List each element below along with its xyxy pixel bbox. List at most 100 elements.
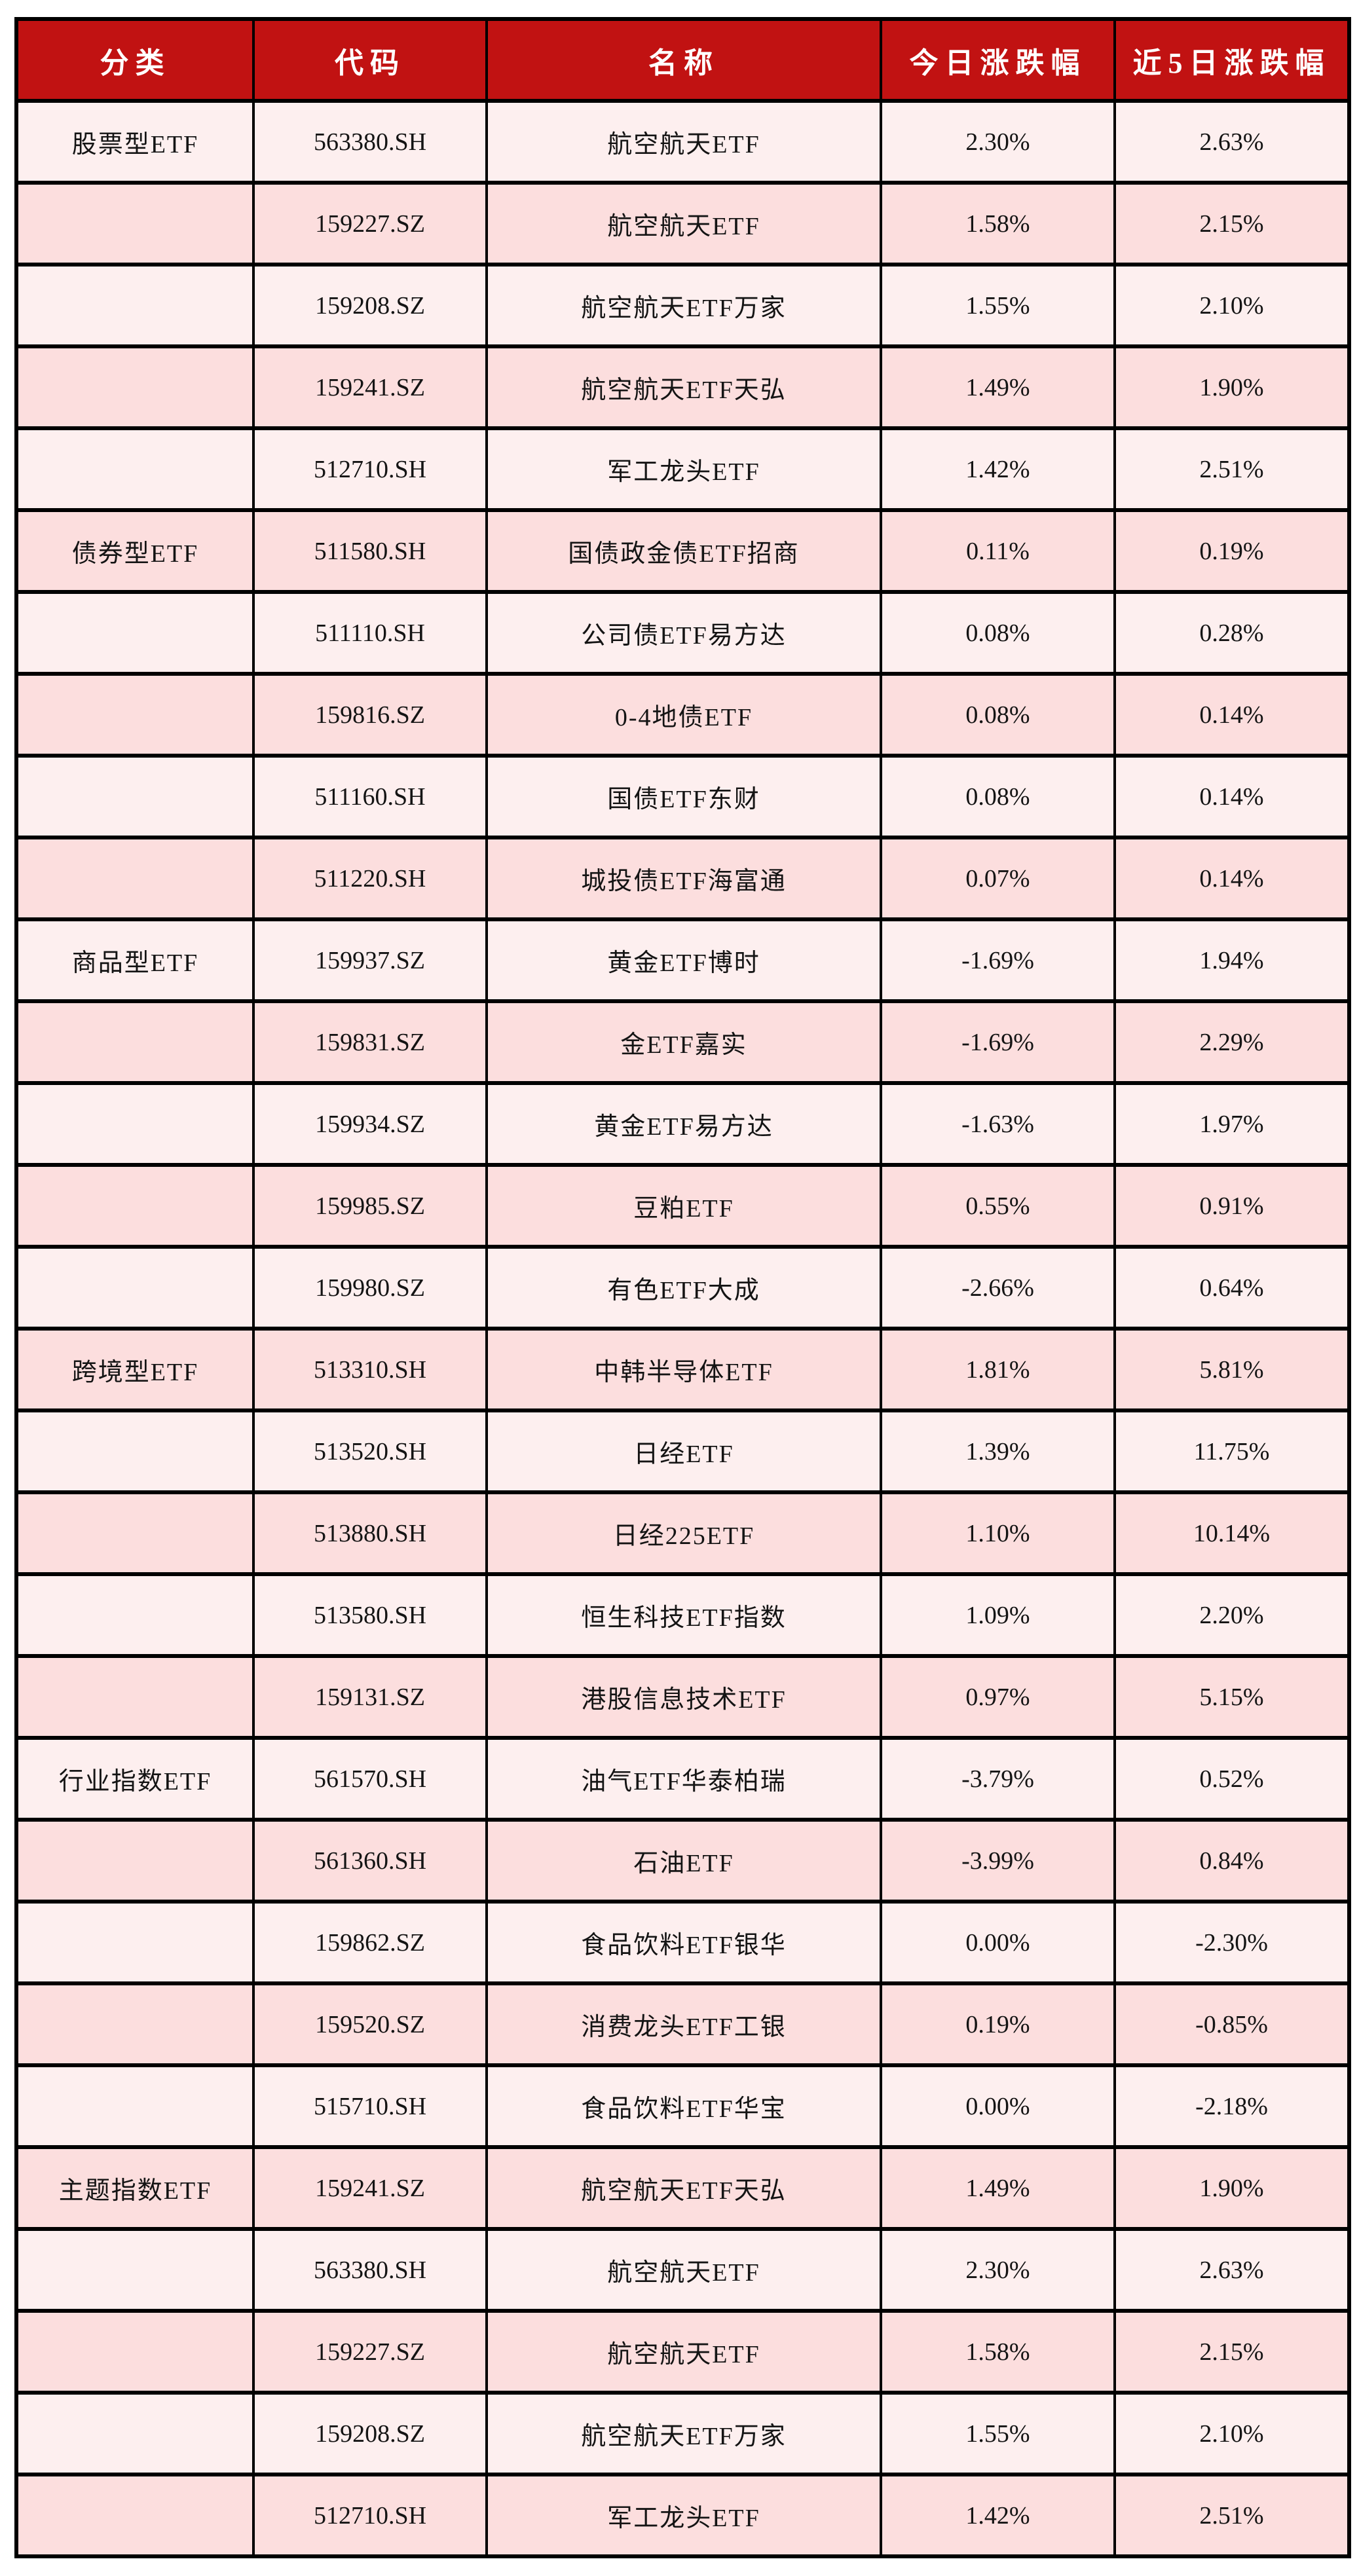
cell-category — [15, 181, 255, 267]
cell-code: 159208.SZ — [252, 2391, 488, 2476]
cell-name: 航空航天ETF — [485, 2309, 882, 2395]
cell-code: 512710.SH — [252, 2473, 488, 2558]
table-row: 159980.SZ 有色ETF大成 -2.66% 0.64% — [15, 1245, 1350, 1331]
cell-5day-change: 2.10% — [1113, 263, 1350, 348]
etf-table: 分类 代码 名称 今日涨跌幅 近5日涨跌幅 股票型ETF 563380.SH 航… — [14, 17, 1351, 2558]
cell-category: 行业指数ETF — [15, 1736, 255, 1822]
cell-today-change: 0.19% — [880, 1981, 1116, 2067]
cell-today-change: 0.00% — [880, 1900, 1116, 1985]
cell-name: 军工龙头ETF — [485, 2473, 882, 2558]
table-row: 跨境型ETF 513310.SH 中韩半导体ETF 1.81% 5.81% — [15, 1327, 1350, 1412]
table-row: 159241.SZ 航空航天ETF天弘 1.49% 1.90% — [15, 344, 1350, 430]
cell-category — [15, 590, 255, 676]
cell-category — [15, 2063, 255, 2149]
cell-code: 511110.SH — [252, 590, 488, 676]
cell-category — [15, 754, 255, 839]
cell-category — [15, 1654, 255, 1740]
cell-5day-change: 0.52% — [1113, 1736, 1350, 1822]
cell-category: 股票型ETF — [15, 99, 255, 185]
table-row: 159985.SZ 豆粕ETF 0.55% 0.91% — [15, 1163, 1350, 1249]
cell-name: 石油ETF — [485, 1818, 882, 1904]
cell-name: 国债政金债ETF招商 — [485, 508, 882, 594]
table-row: 511110.SH 公司债ETF易方达 0.08% 0.28% — [15, 590, 1350, 676]
cell-category — [15, 1163, 255, 1249]
cell-5day-change: 2.29% — [1113, 999, 1350, 1085]
cell-code: 513520.SH — [252, 1408, 488, 1494]
cell-category — [15, 344, 255, 430]
cell-today-change: -3.99% — [880, 1818, 1116, 1904]
cell-name: 有色ETF大成 — [485, 1245, 882, 1331]
header-today-change: 今日涨跌幅 — [880, 17, 1116, 103]
table-row: 159816.SZ 0-4地债ETF 0.08% 0.14% — [15, 672, 1350, 758]
cell-code: 563380.SH — [252, 2227, 488, 2313]
cell-category — [15, 1572, 255, 1658]
cell-category: 债券型ETF — [15, 508, 255, 594]
cell-5day-change: 2.20% — [1113, 1572, 1350, 1658]
header-code: 代码 — [252, 17, 488, 103]
cell-today-change: 1.42% — [880, 426, 1116, 512]
table-row: 513880.SH 日经225ETF 1.10% 10.14% — [15, 1490, 1350, 1576]
cell-name: 航空航天ETF万家 — [485, 2391, 882, 2476]
cell-code: 511580.SH — [252, 508, 488, 594]
cell-5day-change: 0.14% — [1113, 754, 1350, 839]
cell-category: 跨境型ETF — [15, 1327, 255, 1412]
cell-name: 油气ETF华泰柏瑞 — [485, 1736, 882, 1822]
table-row: 159227.SZ 航空航天ETF 1.58% 2.15% — [15, 2309, 1350, 2395]
table-row: 513520.SH 日经ETF 1.39% 11.75% — [15, 1408, 1350, 1494]
table-row: 512710.SH 军工龙头ETF 1.42% 2.51% — [15, 2473, 1350, 2558]
cell-code: 159520.SZ — [252, 1981, 488, 2067]
table-row: 159208.SZ 航空航天ETF万家 1.55% 2.10% — [15, 263, 1350, 348]
cell-code: 511220.SH — [252, 836, 488, 921]
table-row: 512710.SH 军工龙头ETF 1.42% 2.51% — [15, 426, 1350, 512]
cell-today-change: 1.81% — [880, 1327, 1116, 1412]
cell-category — [15, 263, 255, 348]
cell-category — [15, 1818, 255, 1904]
header-name: 名称 — [485, 17, 882, 103]
cell-category — [15, 1408, 255, 1494]
cell-5day-change: 2.63% — [1113, 2227, 1350, 2313]
cell-category — [15, 672, 255, 758]
cell-5day-change: 1.94% — [1113, 917, 1350, 1003]
cell-5day-change: 5.81% — [1113, 1327, 1350, 1412]
cell-today-change: 1.49% — [880, 2145, 1116, 2231]
cell-today-change: 0.08% — [880, 590, 1116, 676]
cell-today-change: 1.55% — [880, 2391, 1116, 2476]
table-row: 511220.SH 城投债ETF海富通 0.07% 0.14% — [15, 836, 1350, 921]
cell-name: 日经225ETF — [485, 1490, 882, 1576]
table-row: 股票型ETF 563380.SH 航空航天ETF 2.30% 2.63% — [15, 99, 1350, 185]
cell-category — [15, 2391, 255, 2476]
table-row: 159520.SZ 消费龙头ETF工银 0.19% -0.85% — [15, 1981, 1350, 2067]
cell-code: 159816.SZ — [252, 672, 488, 758]
cell-5day-change: 1.90% — [1113, 344, 1350, 430]
cell-category — [15, 836, 255, 921]
cell-today-change: -2.66% — [880, 1245, 1116, 1331]
cell-today-change: 0.00% — [880, 2063, 1116, 2149]
table-row: 159227.SZ 航空航天ETF 1.58% 2.15% — [15, 181, 1350, 267]
cell-today-change: 1.58% — [880, 2309, 1116, 2395]
cell-5day-change: 0.28% — [1113, 590, 1350, 676]
cell-today-change: -1.69% — [880, 999, 1116, 1085]
cell-name: 航空航天ETF — [485, 2227, 882, 2313]
cell-category — [15, 2309, 255, 2395]
header-category: 分类 — [15, 17, 255, 103]
cell-name: 消费龙头ETF工银 — [485, 1981, 882, 2067]
cell-5day-change: 2.10% — [1113, 2391, 1350, 2476]
cell-today-change: 1.09% — [880, 1572, 1116, 1658]
cell-code: 159241.SZ — [252, 344, 488, 430]
cell-today-change: 1.42% — [880, 2473, 1116, 2558]
cell-5day-change: 2.63% — [1113, 99, 1350, 185]
cell-5day-change: 10.14% — [1113, 1490, 1350, 1576]
cell-name: 航空航天ETF天弘 — [485, 344, 882, 430]
cell-today-change: 0.55% — [880, 1163, 1116, 1249]
cell-5day-change: 1.90% — [1113, 2145, 1350, 2231]
cell-code: 513880.SH — [252, 1490, 488, 1576]
cell-code: 159934.SZ — [252, 1081, 488, 1167]
cell-name: 航空航天ETF天弘 — [485, 2145, 882, 2231]
cell-code: 159862.SZ — [252, 1900, 488, 1985]
table-row: 主题指数ETF 159241.SZ 航空航天ETF天弘 1.49% 1.90% — [15, 2145, 1350, 2231]
cell-code: 159227.SZ — [252, 2309, 488, 2395]
cell-5day-change: 5.15% — [1113, 1654, 1350, 1740]
cell-name: 城投债ETF海富通 — [485, 836, 882, 921]
cell-today-change: 1.49% — [880, 344, 1116, 430]
